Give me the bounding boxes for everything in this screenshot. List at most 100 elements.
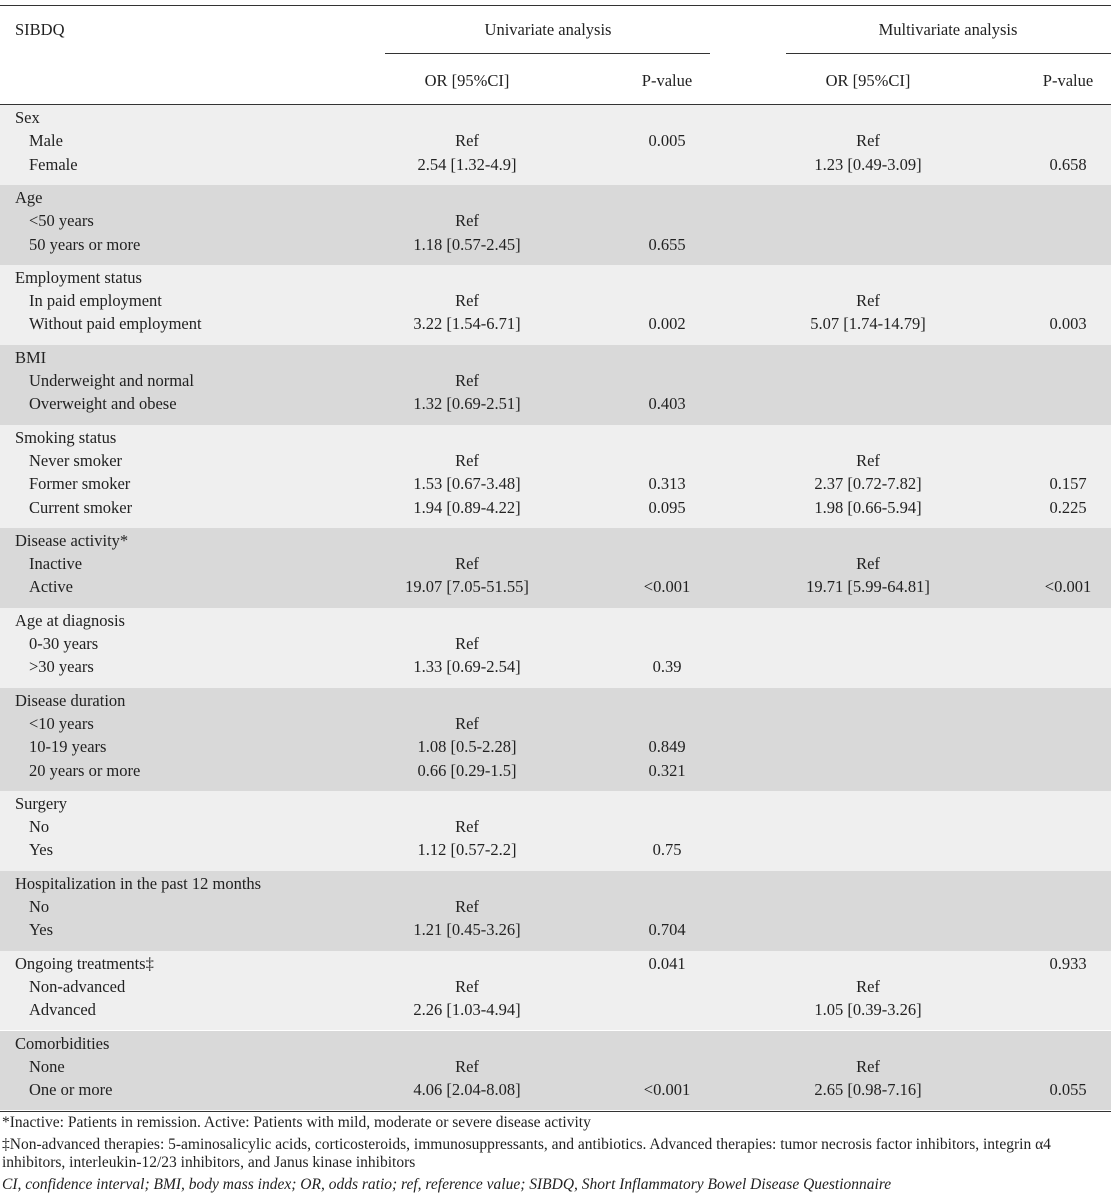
cell: <0.001 xyxy=(643,1080,691,1100)
group-label: Disease activity* xyxy=(15,530,129,550)
cell: Ref xyxy=(455,211,479,231)
first-header: SIBDQ xyxy=(15,20,65,39)
footnote: ‡Non-advanced therapies: 5-aminosalicyli… xyxy=(2,1136,1051,1172)
top-rule xyxy=(0,5,1111,6)
bottom-rule xyxy=(0,1111,1111,1113)
cell: 1.05 [0.39-3.26] xyxy=(814,1000,922,1020)
header-rule xyxy=(0,104,1111,105)
cell: 0.39 xyxy=(652,657,682,677)
group-band xyxy=(0,264,1111,345)
group-band xyxy=(0,870,1111,951)
cell: Ref xyxy=(455,1056,479,1076)
row-label: Inactive xyxy=(29,554,83,574)
group-band xyxy=(0,184,1111,265)
group-label: Ongoing treatments‡ xyxy=(15,953,154,973)
group-label: Surgery xyxy=(15,793,67,813)
row-label: No xyxy=(29,817,50,837)
group-band xyxy=(0,790,1111,871)
row-label: >30 years xyxy=(29,657,94,677)
cell: 1.98 [0.66-5.94] xyxy=(814,497,922,517)
cell: 0.041 xyxy=(648,953,686,973)
cell: 0.225 xyxy=(1049,497,1087,517)
cell: 2.54 [1.32-4.9] xyxy=(417,154,517,174)
row-label: 50 years or more xyxy=(29,234,141,254)
group-band xyxy=(0,607,1111,688)
cell: 19.71 [5.99-64.81] xyxy=(806,577,930,597)
column-header: P-value xyxy=(641,71,693,90)
group-band xyxy=(0,950,1111,1031)
row-label: Yes xyxy=(29,920,54,940)
row-label: 10-19 years xyxy=(29,737,107,757)
cell: <0.001 xyxy=(643,577,691,597)
column-header: P-value xyxy=(1042,71,1094,90)
cell: Ref xyxy=(856,131,880,151)
group-label: BMI xyxy=(15,347,47,367)
group-label: Comorbidities xyxy=(15,1033,110,1053)
cell: 1.53 [0.67-3.48] xyxy=(413,474,521,494)
group-band xyxy=(0,424,1111,528)
row-label: Former smoker xyxy=(29,474,131,494)
cell: Ref xyxy=(455,291,479,311)
cell: 19.07 [7.05-51.55] xyxy=(405,577,529,597)
cell: 0.002 xyxy=(648,314,686,334)
cell: 0.704 xyxy=(648,920,686,940)
cell: Ref xyxy=(455,976,479,996)
group-band xyxy=(0,527,1111,608)
group-label: Age xyxy=(15,187,43,207)
group-label: Age at diagnosis xyxy=(15,610,125,630)
cell: 0.321 xyxy=(648,760,686,780)
column-header: OR [95%CI] xyxy=(424,71,510,90)
multivariate-rule xyxy=(786,53,1111,54)
cell: 2.26 [1.03-4.94] xyxy=(413,1000,521,1020)
cell: Ref xyxy=(455,554,479,574)
row-label: Yes xyxy=(29,840,54,860)
cell: 0.658 xyxy=(1049,154,1087,174)
group-band xyxy=(0,687,1111,791)
cell: Ref xyxy=(856,976,880,996)
row-label: 20 years or more xyxy=(29,760,141,780)
cell: Ref xyxy=(856,291,880,311)
univariate-header: Univariate analysis xyxy=(484,20,612,39)
row-label: Never smoker xyxy=(29,450,123,470)
cell: 0.095 xyxy=(648,497,686,517)
cell: 4.06 [2.04-8.08] xyxy=(413,1080,521,1100)
row-label: None xyxy=(29,1056,65,1076)
cell: 1.32 [0.69-2.51] xyxy=(413,394,521,414)
row-label: One or more xyxy=(29,1080,113,1100)
row-label: Overweight and obese xyxy=(29,394,177,414)
cell: 3.22 [1.54-6.71] xyxy=(413,314,521,334)
cell: 2.37 [0.72-7.82] xyxy=(814,474,922,494)
cell: 1.33 [0.69-2.54] xyxy=(413,657,521,677)
cell: 1.21 [0.45-3.26] xyxy=(413,920,521,940)
footnote: CI, confidence interval; BMI, body mass … xyxy=(2,1176,892,1194)
group-band xyxy=(0,344,1111,425)
group-label: Hospitalization in the past 12 months xyxy=(15,873,262,893)
cell: 2.65 [0.98-7.16] xyxy=(814,1080,922,1100)
cell: 1.12 [0.57-2.2] xyxy=(417,840,517,860)
group-label: Disease duration xyxy=(15,690,126,710)
cell: Ref xyxy=(455,713,479,733)
row-label: In paid employment xyxy=(29,291,162,311)
cell: Ref xyxy=(455,897,479,916)
row-label: Female xyxy=(29,154,78,174)
row-label: <10 years xyxy=(29,713,94,733)
row-label: Advanced xyxy=(29,1000,96,1020)
cell: 0.655 xyxy=(648,234,686,254)
univariate-rule xyxy=(385,53,710,54)
group-label: Smoking status xyxy=(15,427,117,447)
row-label: Current smoker xyxy=(29,497,133,517)
cell: 0.933 xyxy=(1049,953,1087,973)
cell: 0.003 xyxy=(1049,314,1087,334)
group-label: Employment status xyxy=(15,267,142,287)
row-label: No xyxy=(29,897,50,916)
cell: 1.08 [0.5-2.28] xyxy=(417,737,517,757)
cell: 0.66 [0.29-1.5] xyxy=(417,760,517,780)
row-label: Male xyxy=(29,131,63,151)
cell: 1.94 [0.89-4.22] xyxy=(413,497,521,517)
row-label: Non-advanced xyxy=(29,976,126,996)
column-header: OR [95%CI] xyxy=(825,71,911,90)
cell: 0.313 xyxy=(648,474,686,494)
row-label: Underweight and normal xyxy=(29,371,194,390)
cell: Ref xyxy=(455,634,479,653)
